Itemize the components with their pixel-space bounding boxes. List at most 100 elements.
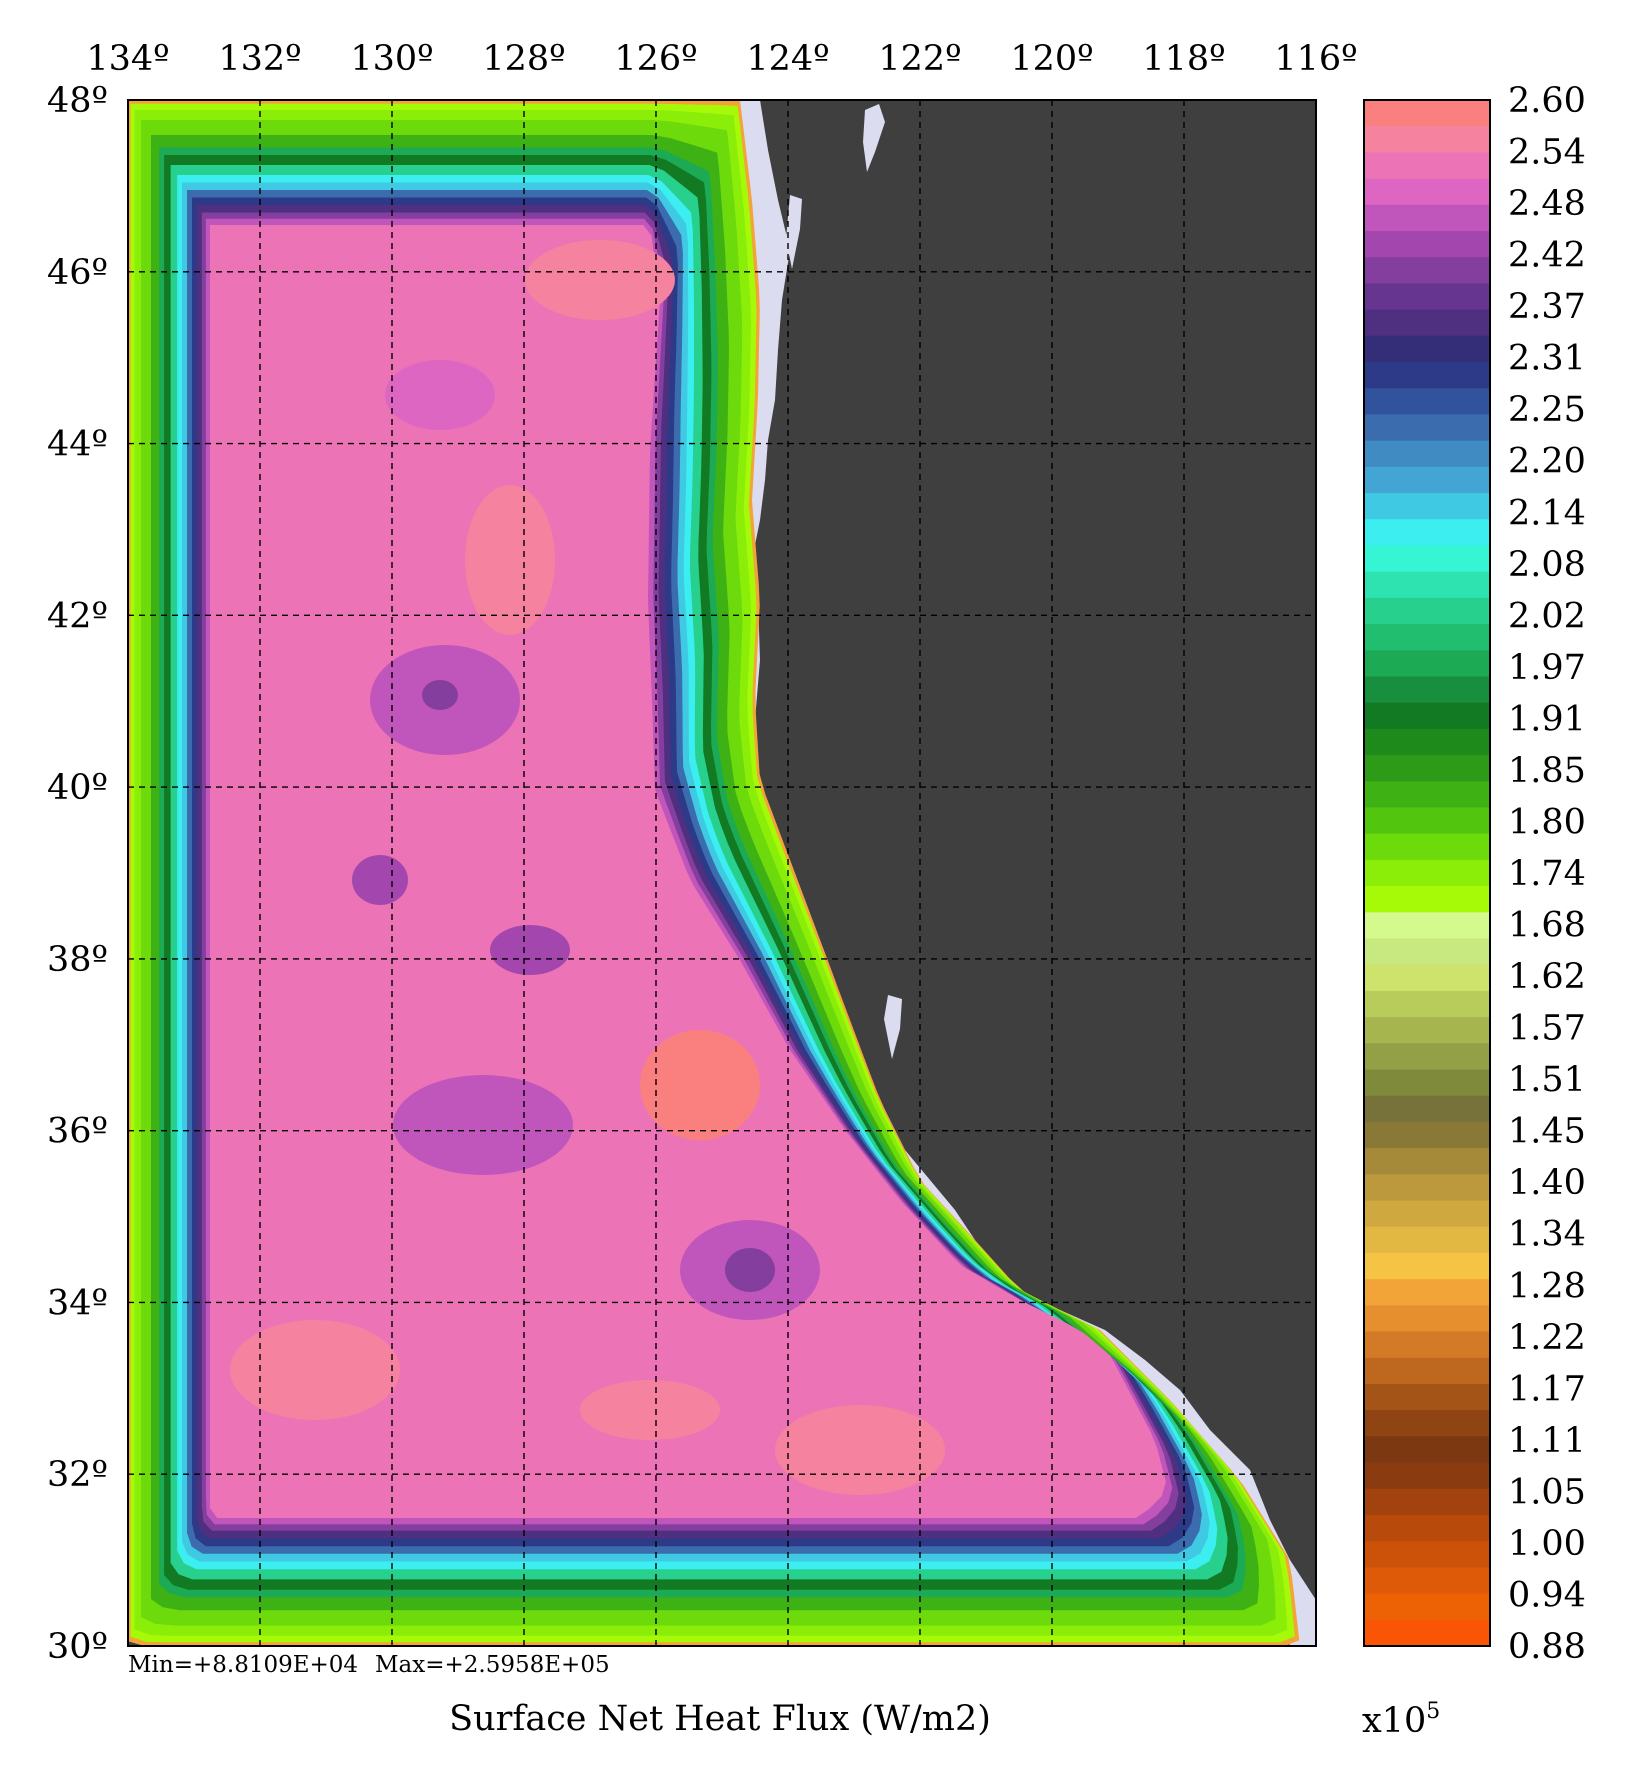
flux-patch-low [393, 1075, 573, 1175]
colorbar-swatch [1364, 702, 1490, 730]
y-tick-label: 46º [47, 253, 108, 293]
colorbar-swatch [1364, 859, 1490, 887]
y-tick-label: 38º [47, 940, 108, 980]
island [786, 195, 802, 269]
x-tick-label: 134º [86, 39, 169, 79]
x-axis-ticks: 134º 132º 130º 128º 126º 124º 122º 120º 118º 116º [86, 39, 1357, 79]
flux-patch-low [490, 925, 570, 975]
x-tick-label: 118º [1142, 39, 1225, 79]
colorbar-label: 1.62 [1508, 957, 1586, 997]
colorbar-swatch [1364, 1121, 1490, 1149]
colorbar-swatch [1364, 886, 1490, 913]
colorbar-label: 2.42 [1508, 236, 1586, 276]
colorbar-swatch [1364, 1331, 1490, 1359]
colorbar-swatch [1364, 388, 1490, 416]
colorbar-swatch [1364, 519, 1490, 547]
max-stat: Max=+2.5958E+05 [375, 1652, 610, 1678]
colorbar-swatch [1364, 362, 1490, 389]
colorbar-swatch [1364, 990, 1490, 1018]
colorbar-swatch [1364, 1410, 1490, 1437]
colorbar-swatch [1364, 152, 1490, 180]
colorbar-label: 1.11 [1508, 1421, 1586, 1461]
colorbar-label: 2.20 [1508, 442, 1586, 482]
colorbar-swatch [1364, 1305, 1490, 1333]
colorbar-swatch [1364, 545, 1490, 573]
y-tick-label: 44º [47, 425, 108, 465]
colorbar-swatch [1364, 1200, 1490, 1228]
colorbar-swatch [1364, 100, 1490, 127]
colorbar-label: 1.91 [1508, 699, 1586, 739]
colorbar-label: 1.34 [1508, 1215, 1586, 1255]
colorbar-label: 1.80 [1508, 802, 1586, 842]
colorbar-swatch [1364, 1069, 1490, 1097]
colorbar-swatch [1364, 204, 1490, 232]
colorbar-swatch [1364, 571, 1490, 599]
flux-patch-low [385, 360, 495, 430]
island [863, 104, 885, 172]
colorbar-label: 0.94 [1508, 1575, 1586, 1615]
colorbar-swatch [1364, 231, 1490, 258]
colorbar-swatch [1364, 938, 1490, 966]
x-tick-label: 124º [746, 39, 829, 79]
colorbar-swatch [1364, 493, 1490, 520]
y-tick-label: 34º [47, 1283, 108, 1323]
colorbar-swatch [1364, 126, 1490, 154]
colorbar-label: 2.02 [1508, 596, 1586, 636]
colorbar-swatch [1364, 1514, 1490, 1542]
colorbar-label: 2.48 [1508, 184, 1586, 224]
colorbar-swatch [1364, 781, 1490, 809]
flux-patch-high [230, 1320, 400, 1420]
colorbar-labels: 2.60 2.54 2.48 2.42 2.37 2.31 2.25 2.20 2.14 2.08… [1508, 81, 1586, 1667]
colorbar-swatch [1364, 1619, 1490, 1647]
colorbar-swatch [1364, 178, 1490, 206]
flux-patch-high [640, 1030, 760, 1140]
chart-title: Surface Net Heat Flux (W/m2) [449, 1699, 991, 1739]
colorbar-swatch [1364, 309, 1490, 337]
colorbar-label: 2.54 [1508, 133, 1586, 173]
colorbar-label: 2.14 [1508, 493, 1586, 533]
colorbar-swatch [1364, 597, 1490, 625]
y-tick-label: 36º [47, 1112, 108, 1152]
colorbar-swatch [1364, 1017, 1490, 1044]
colorbar-swatch [1364, 440, 1490, 468]
colorbar-label: 1.05 [1508, 1472, 1586, 1512]
colorbar [1364, 100, 1490, 1647]
flux-band [210, 225, 1166, 1518]
x-tick-label: 122º [878, 39, 961, 79]
colorbar-label: 2.60 [1508, 81, 1586, 121]
graticule [128, 100, 1316, 1646]
colorbar-swatch [1364, 257, 1490, 285]
colorbar-label: 1.22 [1508, 1318, 1586, 1358]
colorbar-label: 2.08 [1508, 545, 1586, 585]
colorbar-label: 1.28 [1508, 1266, 1586, 1306]
colorbar-swatch [1364, 1462, 1490, 1490]
interior-patches [230, 240, 945, 1495]
colorbar-swatch [1364, 1226, 1490, 1254]
colorbar-swatch [1364, 1357, 1490, 1385]
colorbar-swatch [1364, 1252, 1490, 1280]
colorbar-label: 1.57 [1508, 1009, 1586, 1049]
colorbar-swatch [1364, 466, 1490, 494]
colorbar-label: 1.40 [1508, 1163, 1586, 1203]
colorbar-label: 1.85 [1508, 751, 1586, 791]
colorbar-swatch [1364, 912, 1490, 940]
colorbar-swatch [1364, 1043, 1490, 1071]
heat-flux-field [128, 100, 1300, 1646]
flux-patch-high [775, 1405, 945, 1495]
colorbar-unit: x105 [1362, 1699, 1440, 1741]
y-tick-label: 48º [47, 81, 108, 121]
colorbar-label: 2.25 [1508, 390, 1586, 430]
x-tick-label: 120º [1010, 39, 1093, 79]
colorbar-swatch [1364, 728, 1490, 756]
flux-patch-high [465, 485, 555, 635]
plot-frame [127, 99, 1317, 1647]
colorbar-label: 1.68 [1508, 906, 1586, 946]
colorbar-swatch [1364, 755, 1490, 782]
colorbar-swatch [1364, 1593, 1490, 1621]
colorbar-label: 1.97 [1508, 648, 1586, 688]
x-tick-label: 132º [218, 39, 301, 79]
colorbar-label: 1.51 [1508, 1060, 1586, 1100]
colorbar-swatch [1364, 964, 1490, 992]
x-tick-label: 126º [614, 39, 697, 79]
colorbar-swatch [1364, 414, 1490, 442]
